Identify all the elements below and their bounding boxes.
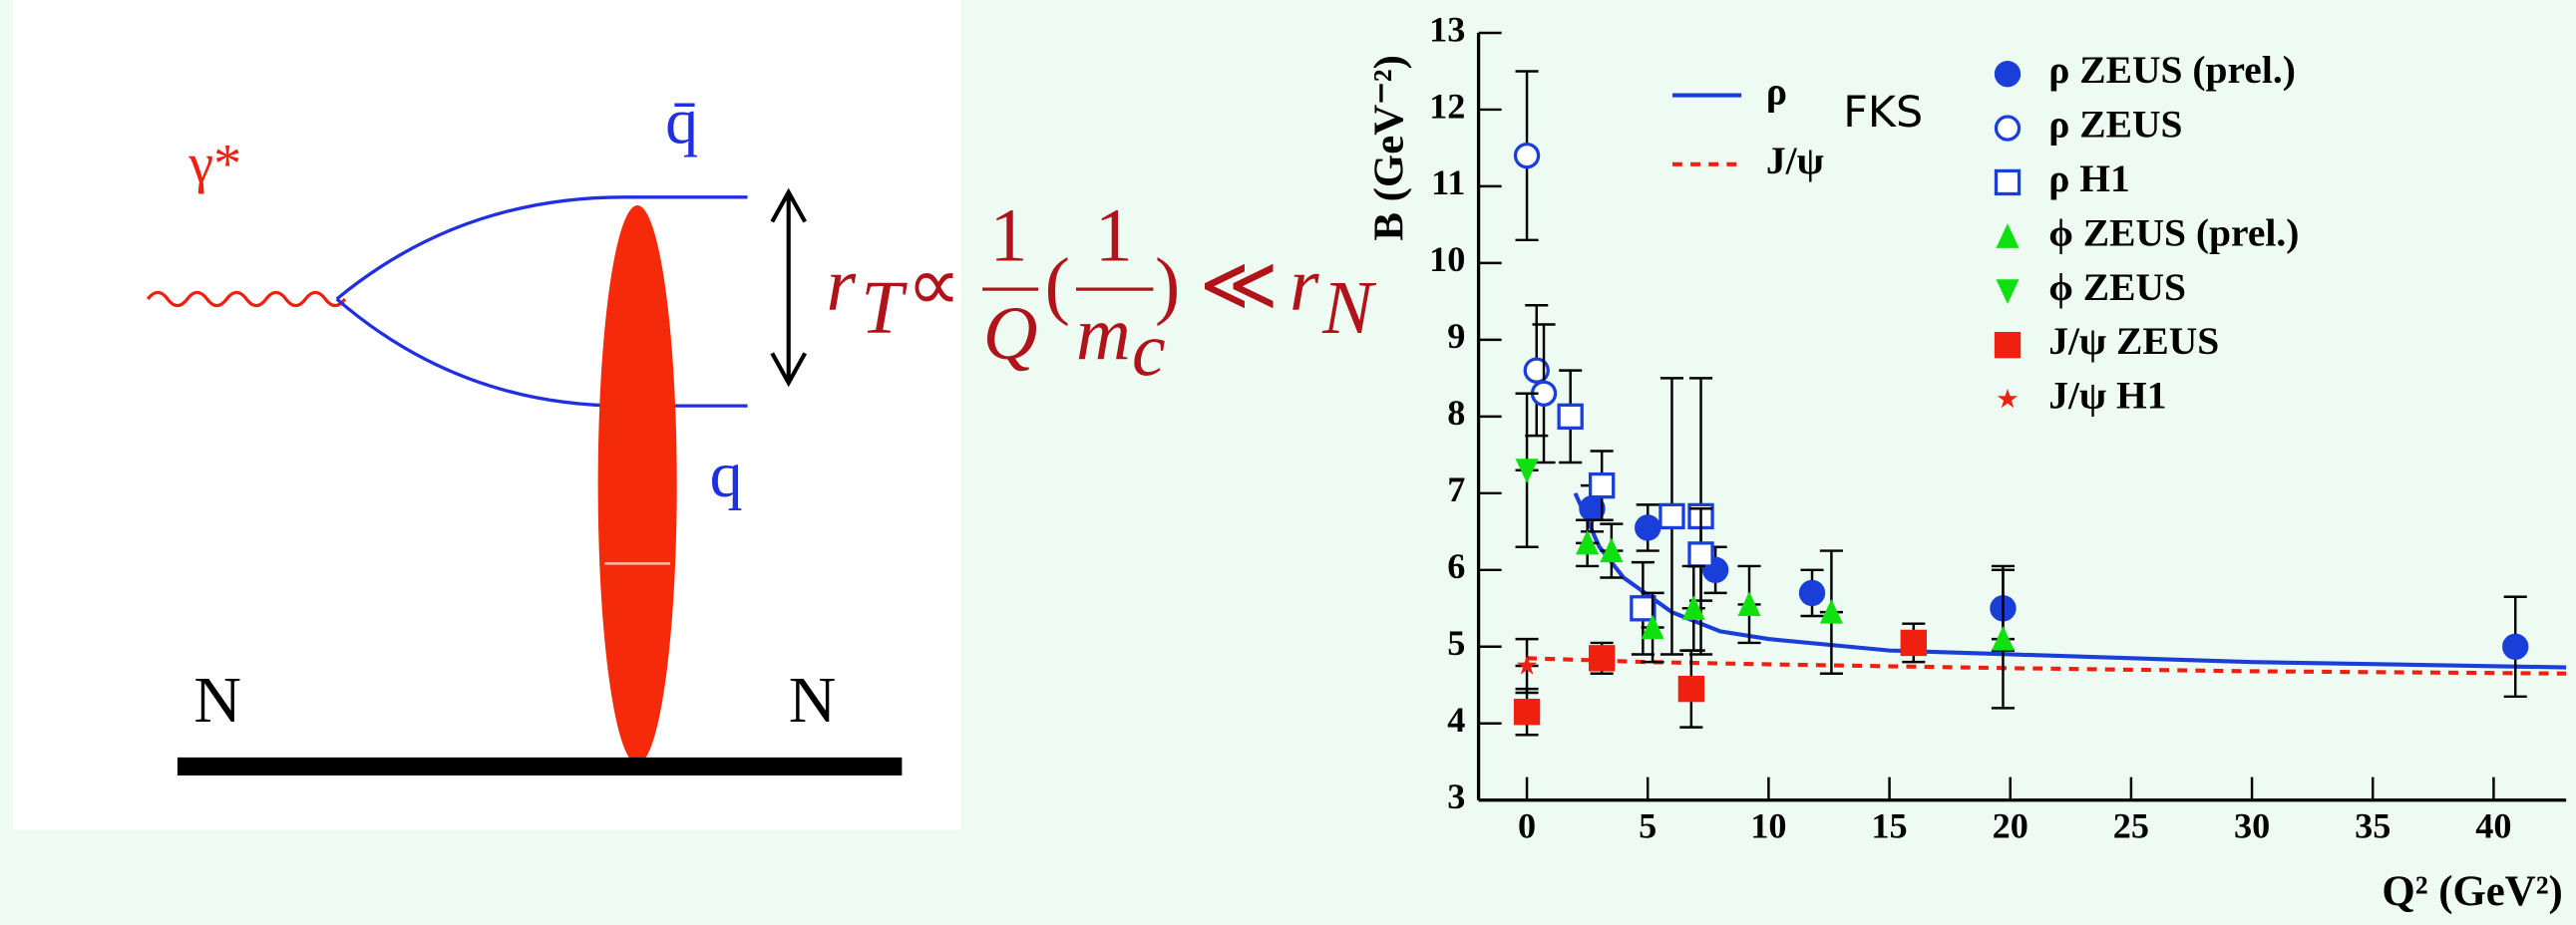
y-tick-label: 9 — [1447, 316, 1465, 356]
legend-label: ϕ ZEUS (prel.) — [2048, 210, 2299, 254]
x-tick-label: 40 — [2475, 806, 2511, 846]
formula: N — [1321, 266, 1377, 350]
formula: ∝ — [907, 243, 960, 327]
marker — [1515, 459, 1539, 483]
marker — [1589, 645, 1616, 672]
quark-label: q — [710, 439, 743, 511]
marker — [1630, 595, 1656, 622]
marker — [1819, 598, 1843, 624]
marker — [1687, 541, 1714, 568]
y-tick-label: 3 — [1447, 776, 1465, 816]
marker — [1677, 675, 1705, 703]
formula: 1 — [990, 193, 1028, 277]
formula: r — [827, 243, 857, 327]
legend-marker — [1996, 279, 2020, 304]
x-tick-label: 25 — [2113, 806, 2149, 846]
marker — [1589, 471, 1616, 499]
legend-label: ρ ZEUS (prel.) — [2048, 48, 2296, 92]
marker — [1658, 502, 1685, 530]
marker — [1576, 529, 1600, 555]
antiquark-label: q̄ — [665, 86, 698, 158]
model-curve — [1573, 491, 2567, 670]
legend-label: ρ ZEUS — [2048, 103, 2182, 147]
marker — [2502, 633, 2529, 660]
y-tick-label: 12 — [1429, 86, 1465, 126]
marker — [1557, 403, 1584, 431]
model-label: FKS — [1843, 88, 1923, 138]
model-curve — [1526, 656, 2567, 676]
x-tick-label: 15 — [1871, 806, 1907, 846]
legend-marker — [1994, 168, 2022, 196]
legend-marker — [1994, 60, 2022, 88]
marker — [1523, 357, 1550, 384]
marker — [1641, 614, 1664, 640]
formula: Q — [983, 292, 1038, 376]
photon-label: γ* — [187, 134, 241, 195]
marker — [1513, 142, 1541, 169]
y-axis-label: B (GeV⁻²) — [1366, 55, 1413, 241]
formula: T — [861, 266, 908, 350]
legend-label: J/ψ — [1766, 139, 1824, 182]
legend-marker — [1997, 388, 2019, 409]
formula: ( — [1045, 243, 1070, 327]
legend-label: J/ψ ZEUS — [2048, 319, 2219, 363]
formula: 1 — [1095, 193, 1133, 277]
formula: ) — [1155, 243, 1180, 327]
x-tick-label: 5 — [1639, 806, 1656, 846]
size-arrow — [770, 187, 807, 388]
x-tick-label: 0 — [1518, 806, 1536, 846]
formula: c — [1132, 309, 1166, 393]
legend-label: ρ H1 — [2048, 156, 2130, 200]
diagram-panel — [13, 0, 961, 830]
quark-lines — [335, 195, 748, 408]
x-tick-label: 10 — [1750, 806, 1786, 846]
legend-marker — [1996, 223, 2020, 248]
x-axis-label: Q² (GeV²) — [2382, 868, 2562, 915]
formula: m — [1076, 292, 1131, 376]
y-tick-label: 8 — [1447, 393, 1465, 433]
nucleon-label: N — [193, 664, 241, 737]
legend-label: ρ — [1766, 70, 1787, 114]
legend-label: J/ψ H1 — [2048, 374, 2166, 418]
marker — [1579, 495, 1606, 522]
formula: ≪ — [1200, 243, 1279, 327]
y-tick-label: 5 — [1447, 623, 1465, 663]
y-tick-label: 10 — [1429, 239, 1465, 279]
x-tick-label: 20 — [1993, 806, 2028, 846]
marker — [1900, 629, 1927, 657]
y-tick-label: 6 — [1447, 546, 1465, 586]
y-tick-label: 13 — [1429, 9, 1465, 49]
marker — [1737, 591, 1761, 616]
y-tick-label: 4 — [1447, 700, 1465, 740]
x-tick-label: 35 — [2355, 806, 2391, 846]
formula: r — [1289, 243, 1319, 327]
marker — [1681, 595, 1705, 620]
marker — [1600, 537, 1624, 563]
marker — [1798, 579, 1826, 607]
plot: 3 4 5 6 7 8 9 10 11 12 13 0 5 10 15 20 25 30 35 40 ρ J/ψ ρ ZEU… — [1429, 9, 2567, 846]
y-tick-label: 7 — [1447, 469, 1465, 509]
y-tick-label: 11 — [1431, 162, 1465, 202]
photon-line — [146, 290, 347, 308]
marker — [1516, 655, 1538, 675]
nucleon-label: N — [789, 664, 837, 737]
nucleon-field — [597, 205, 677, 765]
legend-marker — [1994, 115, 2022, 142]
x-tick-label: 30 — [2234, 806, 2270, 846]
marker — [1991, 625, 2015, 651]
marker — [1635, 514, 1661, 541]
legend-marker — [1994, 331, 2022, 359]
marker — [1513, 699, 1541, 726]
nucleon-bar — [177, 757, 903, 776]
legend-label: ϕ ZEUS — [2048, 265, 2186, 309]
